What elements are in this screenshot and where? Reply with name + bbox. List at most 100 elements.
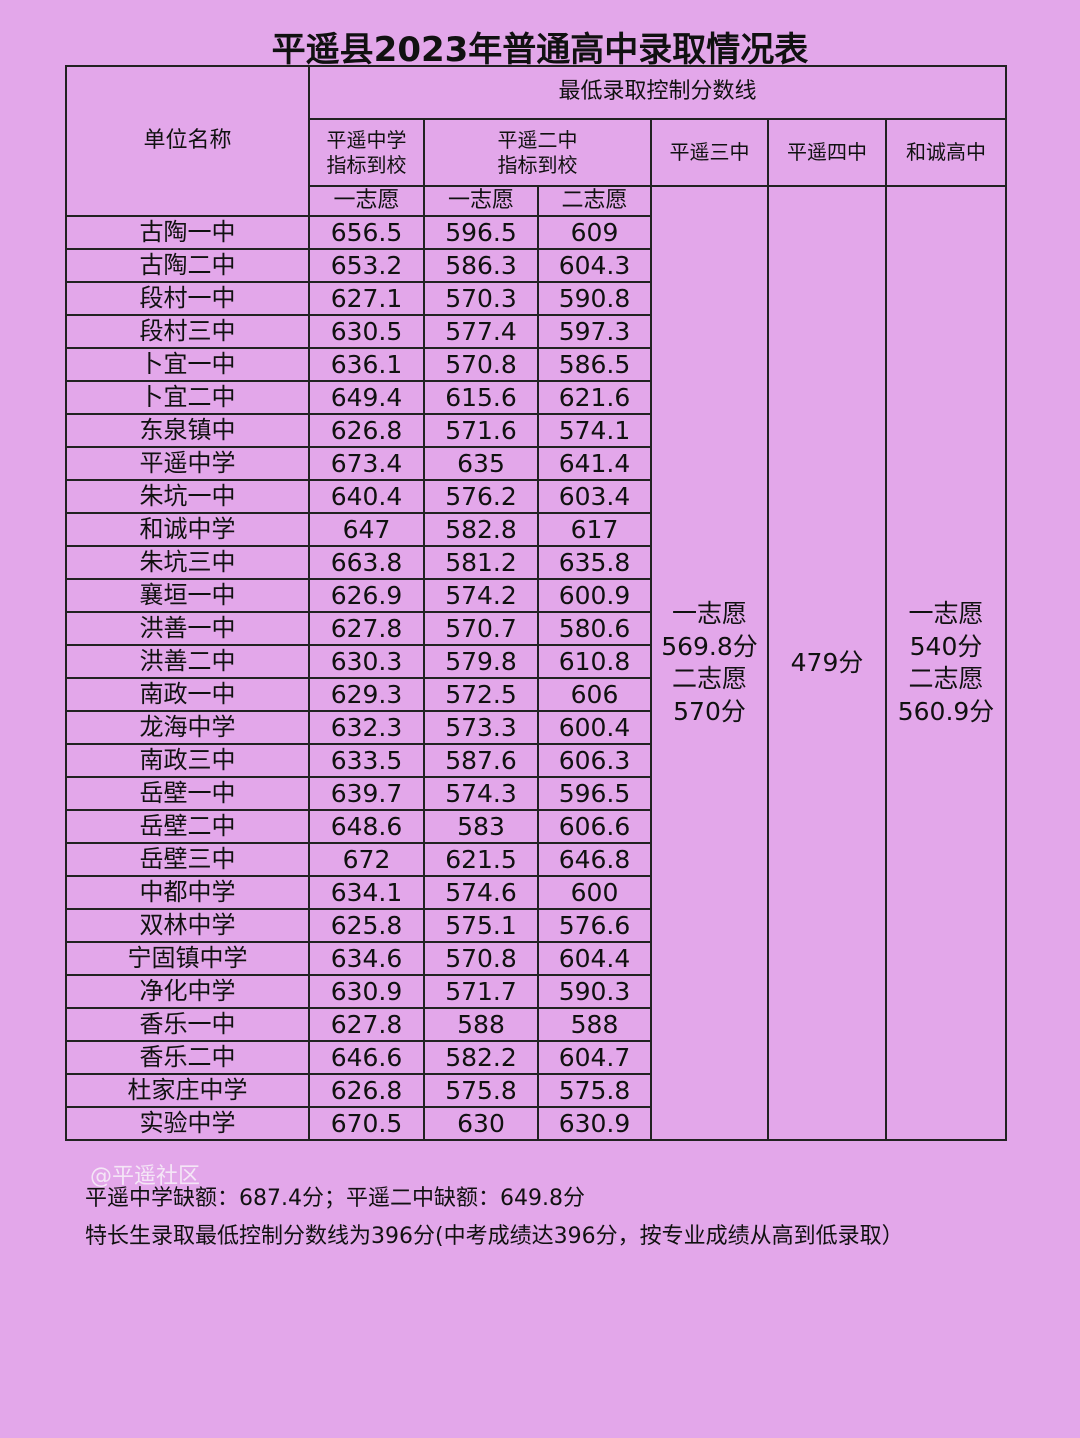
score: 621.5: [423, 842, 539, 877]
score: 596.5: [423, 215, 539, 250]
score: 626.8: [308, 1073, 425, 1108]
score: 609: [537, 215, 652, 250]
school-row: 卜宜二中 649.4 615.6 621.6: [65, 380, 1006, 415]
cell-line: 一志愿: [908, 599, 984, 628]
score: 627.8: [308, 1007, 425, 1042]
score: 575.8: [423, 1073, 539, 1108]
school-header: 平遥中学 指标到校: [308, 118, 425, 187]
score: 583: [423, 809, 539, 844]
school-name: 和诚中学: [65, 512, 310, 547]
school-row: 南政三中 633.5 587.6 606.3: [65, 743, 1006, 778]
school-row: 朱坑三中 663.8 581.2 635.8: [65, 545, 1006, 580]
score: 579.8: [423, 644, 539, 679]
school-name: 实验中学: [65, 1106, 310, 1141]
sub-header: 二志愿: [537, 185, 652, 217]
school-header: 平遥二中 指标到校: [423, 118, 652, 187]
school-row: 龙海中学 632.3 573.3 600.4: [65, 710, 1006, 745]
admission-table: 单位名称 最低录取控制分数线 平遥中学 指标到校 平遥二中 指标到校 平遥三中 平遥…: [65, 65, 1008, 1141]
school-name: 净化中学: [65, 974, 310, 1009]
group-header: 最低录取控制分数线: [307, 65, 1008, 120]
score: 663.8: [308, 545, 425, 580]
score: 649.4: [308, 380, 425, 415]
score: 586.3: [423, 248, 539, 283]
school-row: 洪善一中 627.8 570.7 580.6: [65, 611, 1006, 646]
school-row: 段村三中 630.5 577.4 597.3: [65, 314, 1006, 349]
score: 588: [423, 1007, 539, 1042]
score: 630.9: [537, 1106, 652, 1141]
school-row: 香乐二中 646.6 582.2 604.7: [65, 1040, 1006, 1075]
header-line: 指标到校: [497, 152, 578, 177]
score: 590.8: [537, 281, 652, 316]
score: 575.1: [423, 908, 539, 943]
score: 653.2: [308, 248, 425, 283]
score: 604.7: [537, 1040, 652, 1075]
cell-line: 569.8分: [661, 631, 758, 661]
school-row: 洪善二中 630.3 579.8 610.8: [65, 644, 1006, 679]
school-row: 中都中学 634.1 574.6 600: [65, 875, 1006, 910]
school-row: 朱坑一中 640.4 576.2 603.4: [65, 479, 1006, 514]
school-name: 平遥中学: [65, 446, 310, 481]
school-row: 岳壁二中 648.6 583 606.6: [65, 809, 1006, 844]
score: 570.3: [423, 281, 539, 316]
score: 656.5: [308, 215, 425, 250]
score: 632.3: [308, 710, 425, 745]
score: 646.8: [537, 842, 652, 877]
score: 596.5: [537, 776, 652, 811]
school-row: 净化中学 630.9 571.7 590.3: [65, 974, 1006, 1009]
school-name: 襄垣一中: [65, 578, 310, 613]
score: 604.3: [537, 248, 652, 283]
score: 600.9: [537, 578, 652, 613]
score: 615.6: [423, 380, 539, 415]
score: 627.1: [308, 281, 425, 316]
score: 576.2: [423, 479, 539, 514]
school-name: 杜家庄中学: [65, 1073, 310, 1108]
score: 641.4: [537, 446, 652, 481]
school-row: 卜宜一中 636.1 570.8 586.5: [65, 347, 1006, 382]
school-name: 双林中学: [65, 908, 310, 943]
score: 630.5: [308, 314, 425, 349]
cell-line: 二志愿: [671, 664, 747, 693]
score: 630.3: [308, 644, 425, 679]
school-row: 岳壁一中 639.7 574.3 596.5: [65, 776, 1006, 811]
school-header: 平遥四中: [767, 118, 887, 187]
score: 587.6: [423, 743, 539, 778]
cell-line: 540分: [909, 631, 983, 661]
school-row: 岳壁三中 672 621.5 646.8: [65, 842, 1006, 877]
watermark: @平遥社区: [90, 1164, 201, 1189]
cell-line: 二志愿: [908, 664, 984, 693]
score: 600: [537, 875, 652, 910]
school-name: 中都中学: [65, 875, 310, 910]
score: 647: [308, 512, 425, 547]
score: 648.6: [308, 809, 425, 844]
score: 582.8: [423, 512, 539, 547]
school-name: 古陶一中: [65, 215, 310, 250]
score: 606.6: [537, 809, 652, 844]
score: 606: [537, 677, 652, 712]
school-row: 古陶一中 656.5 596.5 609: [65, 215, 1006, 250]
score: 626.9: [308, 578, 425, 613]
school-name: 段村一中: [65, 281, 310, 316]
score: 639.7: [308, 776, 425, 811]
school-row: 宁固镇中学 634.6 570.8 604.4: [65, 941, 1006, 976]
school-row: 杜家庄中学 626.8 575.8 575.8: [65, 1073, 1006, 1108]
score: 600.4: [537, 710, 652, 745]
school-name: 卜宜一中: [65, 347, 310, 382]
score: 573.3: [423, 710, 539, 745]
header-line: 指标到校: [326, 152, 407, 177]
school-name: 岳壁三中: [65, 842, 310, 877]
score: 604.4: [537, 941, 652, 976]
score: 572.5: [423, 677, 539, 712]
score: 629.3: [308, 677, 425, 712]
school-name: 洪善二中: [65, 644, 310, 679]
sub-header: 一志愿: [308, 185, 425, 217]
note: 特长生录取最低控制分数线为396分(中考成绩达396分，按专业成绩从高到低录取）: [85, 1224, 904, 1249]
note: 平遥中学缺额：687.4分；平遥二中缺额：649.8分: [85, 1186, 585, 1211]
score: 673.4: [308, 446, 425, 481]
sub-header: 一志愿: [423, 185, 539, 217]
score: 597.3: [537, 314, 652, 349]
school-name: 东泉镇中: [65, 413, 310, 448]
header-line: 平遥中学: [326, 127, 407, 152]
school-name: 南政三中: [65, 743, 310, 778]
score: 630: [423, 1106, 539, 1141]
school-name: 宁固镇中学: [65, 941, 310, 976]
